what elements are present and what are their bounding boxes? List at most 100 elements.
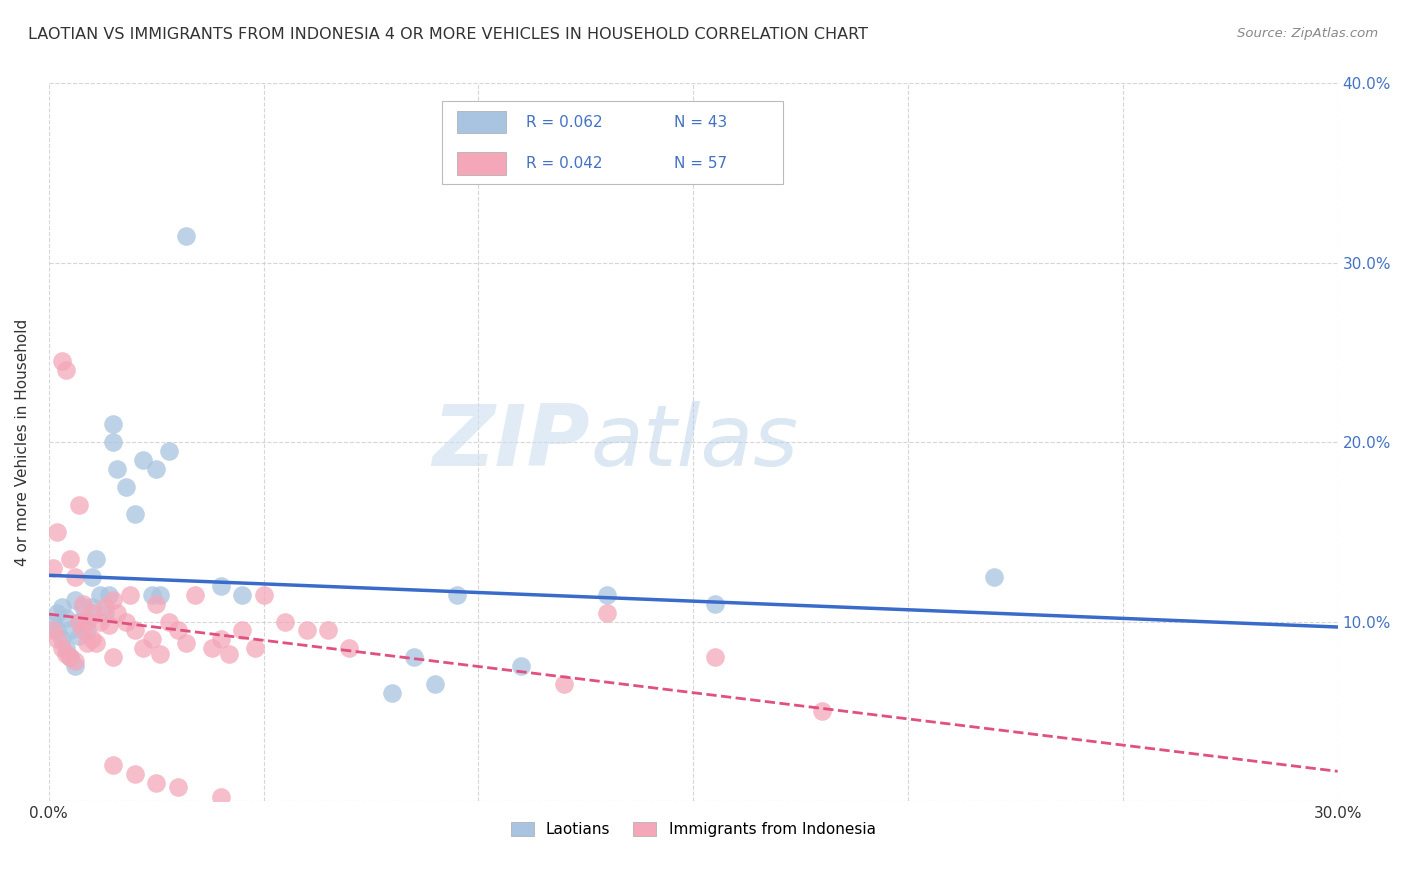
Point xyxy=(103,650,125,665)
Point xyxy=(231,624,253,638)
Point xyxy=(983,570,1005,584)
Point xyxy=(46,632,69,647)
Point xyxy=(89,588,111,602)
Point xyxy=(184,588,207,602)
Point xyxy=(103,417,125,432)
Text: R = 0.042: R = 0.042 xyxy=(526,156,602,170)
Point xyxy=(252,588,274,602)
Point xyxy=(174,636,197,650)
Point xyxy=(59,650,82,665)
Point xyxy=(59,551,82,566)
Point xyxy=(67,629,90,643)
Point xyxy=(67,498,90,512)
Point xyxy=(141,588,163,602)
Point xyxy=(63,570,86,584)
Point xyxy=(218,647,240,661)
Point xyxy=(316,624,339,638)
FancyBboxPatch shape xyxy=(441,102,783,184)
Point xyxy=(402,650,425,665)
Point xyxy=(89,615,111,629)
Point xyxy=(55,363,77,377)
Point xyxy=(80,600,103,615)
Point xyxy=(76,615,98,629)
Point xyxy=(55,641,77,656)
Point xyxy=(209,579,232,593)
Point xyxy=(59,650,82,665)
Point xyxy=(596,588,619,602)
Point xyxy=(59,624,82,638)
Point xyxy=(103,593,125,607)
Point xyxy=(132,641,155,656)
Point xyxy=(42,624,65,638)
Point xyxy=(72,597,94,611)
Point xyxy=(124,624,146,638)
Point xyxy=(84,551,107,566)
Point xyxy=(446,588,468,602)
Point xyxy=(67,615,90,629)
Point xyxy=(72,615,94,629)
Point xyxy=(209,632,232,647)
Point xyxy=(46,624,69,638)
Point xyxy=(124,507,146,521)
Point xyxy=(76,636,98,650)
Point xyxy=(67,615,90,629)
Point xyxy=(55,611,77,625)
Point xyxy=(76,624,98,638)
Point xyxy=(596,606,619,620)
Point xyxy=(166,624,188,638)
Text: LAOTIAN VS IMMIGRANTS FROM INDONESIA 4 OR MORE VEHICLES IN HOUSEHOLD CORRELATION: LAOTIAN VS IMMIGRANTS FROM INDONESIA 4 O… xyxy=(28,27,868,42)
Point xyxy=(243,641,266,656)
Point xyxy=(93,606,115,620)
Point xyxy=(149,588,172,602)
Point xyxy=(811,704,834,718)
Point xyxy=(174,228,197,243)
Point xyxy=(166,780,188,794)
Point xyxy=(46,606,69,620)
Point xyxy=(42,615,65,629)
Text: Source: ZipAtlas.com: Source: ZipAtlas.com xyxy=(1237,27,1378,40)
Point xyxy=(231,588,253,602)
Point xyxy=(120,588,142,602)
Point xyxy=(51,600,73,615)
Point xyxy=(80,632,103,647)
Point xyxy=(46,524,69,539)
Point xyxy=(97,588,120,602)
Point xyxy=(115,480,138,494)
Point xyxy=(63,593,86,607)
Point xyxy=(157,444,180,458)
Point xyxy=(209,790,232,805)
Point xyxy=(115,615,138,629)
Legend: Laotians, Immigrants from Indonesia: Laotians, Immigrants from Indonesia xyxy=(505,816,882,844)
Point xyxy=(703,597,725,611)
Point xyxy=(295,624,318,638)
Point xyxy=(93,600,115,615)
Point xyxy=(103,435,125,450)
Bar xyxy=(457,152,506,175)
Text: N = 57: N = 57 xyxy=(673,156,727,170)
Point xyxy=(80,606,103,620)
Point xyxy=(72,600,94,615)
Point xyxy=(145,597,167,611)
Point xyxy=(145,776,167,790)
Point xyxy=(124,767,146,781)
Point xyxy=(63,654,86,668)
Point xyxy=(107,606,129,620)
Point xyxy=(42,560,65,574)
Text: R = 0.062: R = 0.062 xyxy=(526,114,602,129)
Text: ZIP: ZIP xyxy=(433,401,591,483)
Point xyxy=(63,659,86,673)
Point xyxy=(55,647,77,661)
Point xyxy=(80,570,103,584)
Bar xyxy=(457,111,506,134)
Point xyxy=(510,659,533,673)
Point xyxy=(145,462,167,476)
Point xyxy=(141,632,163,647)
Point xyxy=(274,615,297,629)
Point xyxy=(107,462,129,476)
Point xyxy=(553,677,575,691)
Point xyxy=(157,615,180,629)
Point xyxy=(97,618,120,632)
Text: N = 43: N = 43 xyxy=(673,114,727,129)
Point xyxy=(132,453,155,467)
Point xyxy=(103,758,125,772)
